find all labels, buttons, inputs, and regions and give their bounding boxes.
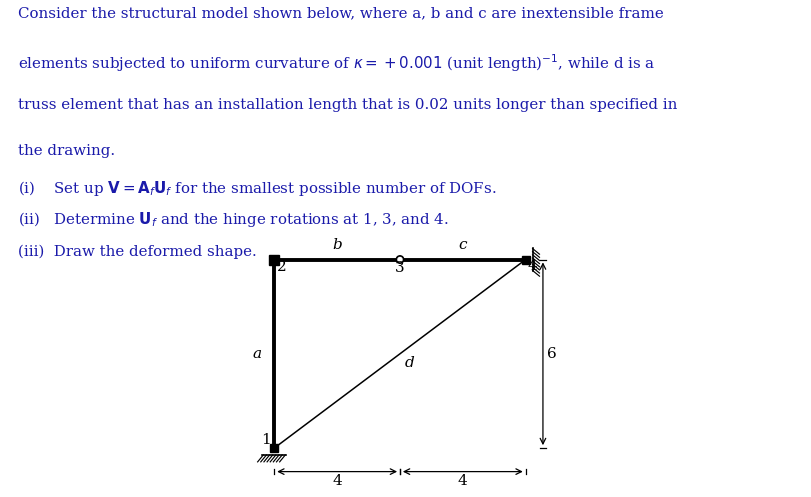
Text: d: d — [404, 356, 414, 370]
Text: truss element that has an installation length that is 0.02 units longer than spe: truss element that has an installation l… — [18, 98, 676, 112]
Text: the drawing.: the drawing. — [18, 144, 114, 159]
Text: 2: 2 — [277, 260, 286, 274]
Circle shape — [396, 256, 403, 263]
Text: 1: 1 — [261, 433, 271, 447]
Text: 3: 3 — [395, 261, 405, 275]
Text: Consider the structural model shown below, where a, b and c are inextensible fra: Consider the structural model shown belo… — [18, 6, 663, 20]
Text: 4: 4 — [457, 474, 467, 488]
Text: 4: 4 — [332, 474, 341, 488]
Text: (iii)  Draw the deformed shape.: (iii) Draw the deformed shape. — [18, 245, 256, 259]
Text: 4: 4 — [527, 259, 537, 273]
Text: 6: 6 — [547, 347, 556, 361]
Circle shape — [397, 257, 401, 261]
Text: a: a — [252, 347, 261, 361]
Text: (i)    Set up $\mathbf{V} = \mathbf{A}_f\mathbf{U}_f$ for the smallest possible : (i) Set up $\mathbf{V} = \mathbf{A}_f\ma… — [18, 179, 496, 198]
Text: elements subjected to uniform curvature of $\kappa = +0.001$ (unit length)$^{-1}: elements subjected to uniform curvature … — [18, 53, 654, 74]
Text: (ii)   Determine $\mathbf{U}_f$ and the hinge rotations at 1, 3, and 4.: (ii) Determine $\mathbf{U}_f$ and the hi… — [18, 210, 448, 229]
Text: c: c — [458, 239, 466, 252]
Text: b: b — [332, 239, 341, 252]
